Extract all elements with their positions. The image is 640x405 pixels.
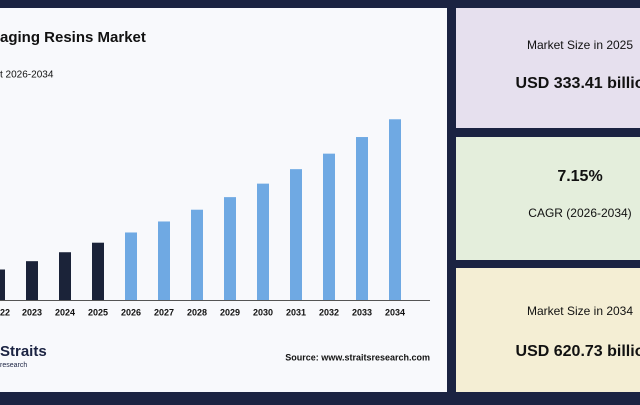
x-tick-label: 2028	[187, 307, 207, 317]
card-value: USD 333.41 billio	[516, 75, 640, 92]
bar	[389, 119, 401, 300]
logo: Straits	[0, 343, 47, 360]
card	[456, 268, 640, 392]
bar	[356, 137, 368, 300]
x-tick-label: 2034	[385, 307, 405, 317]
card-value: 7.15%	[557, 168, 602, 185]
source: Source: www.straitsresearch.com	[285, 352, 430, 362]
x-tick-label: 2025	[88, 307, 108, 317]
x-tick-label: 2024	[55, 307, 75, 317]
x-tick-label: 2026	[121, 307, 141, 317]
x-tick-label: 2029	[220, 307, 240, 317]
subtitle: t 2026-2034	[0, 70, 54, 81]
x-tick-label: 2027	[154, 307, 174, 317]
bar	[290, 169, 302, 300]
x-tick-label: 2023	[22, 307, 42, 317]
bar	[92, 242, 104, 300]
card	[456, 8, 640, 128]
bar	[0, 269, 5, 300]
x-tick-label: 2030	[253, 307, 273, 317]
card-value: USD 620.73 billio	[516, 343, 640, 360]
card-label: Market Size in 2034	[527, 304, 633, 318]
x-tick-label: 2031	[286, 307, 306, 317]
card-label: CAGR (2026-2034)	[528, 206, 631, 220]
bar	[158, 221, 170, 300]
bar	[224, 197, 236, 300]
chart-panel	[0, 8, 447, 392]
x-tick-label: 22	[0, 307, 10, 317]
card-label: Market Size in 2025	[527, 38, 633, 52]
bar	[125, 232, 137, 300]
x-tick-label: 2033	[352, 307, 372, 317]
x-tick-label: 2032	[319, 307, 339, 317]
chart-title: aging Resins Market	[0, 29, 146, 46]
bar	[323, 153, 335, 300]
bar	[59, 252, 71, 300]
bar	[257, 183, 269, 300]
card	[456, 137, 640, 260]
bar	[26, 261, 38, 300]
bar	[191, 209, 203, 300]
logo-sub: research	[0, 362, 27, 369]
